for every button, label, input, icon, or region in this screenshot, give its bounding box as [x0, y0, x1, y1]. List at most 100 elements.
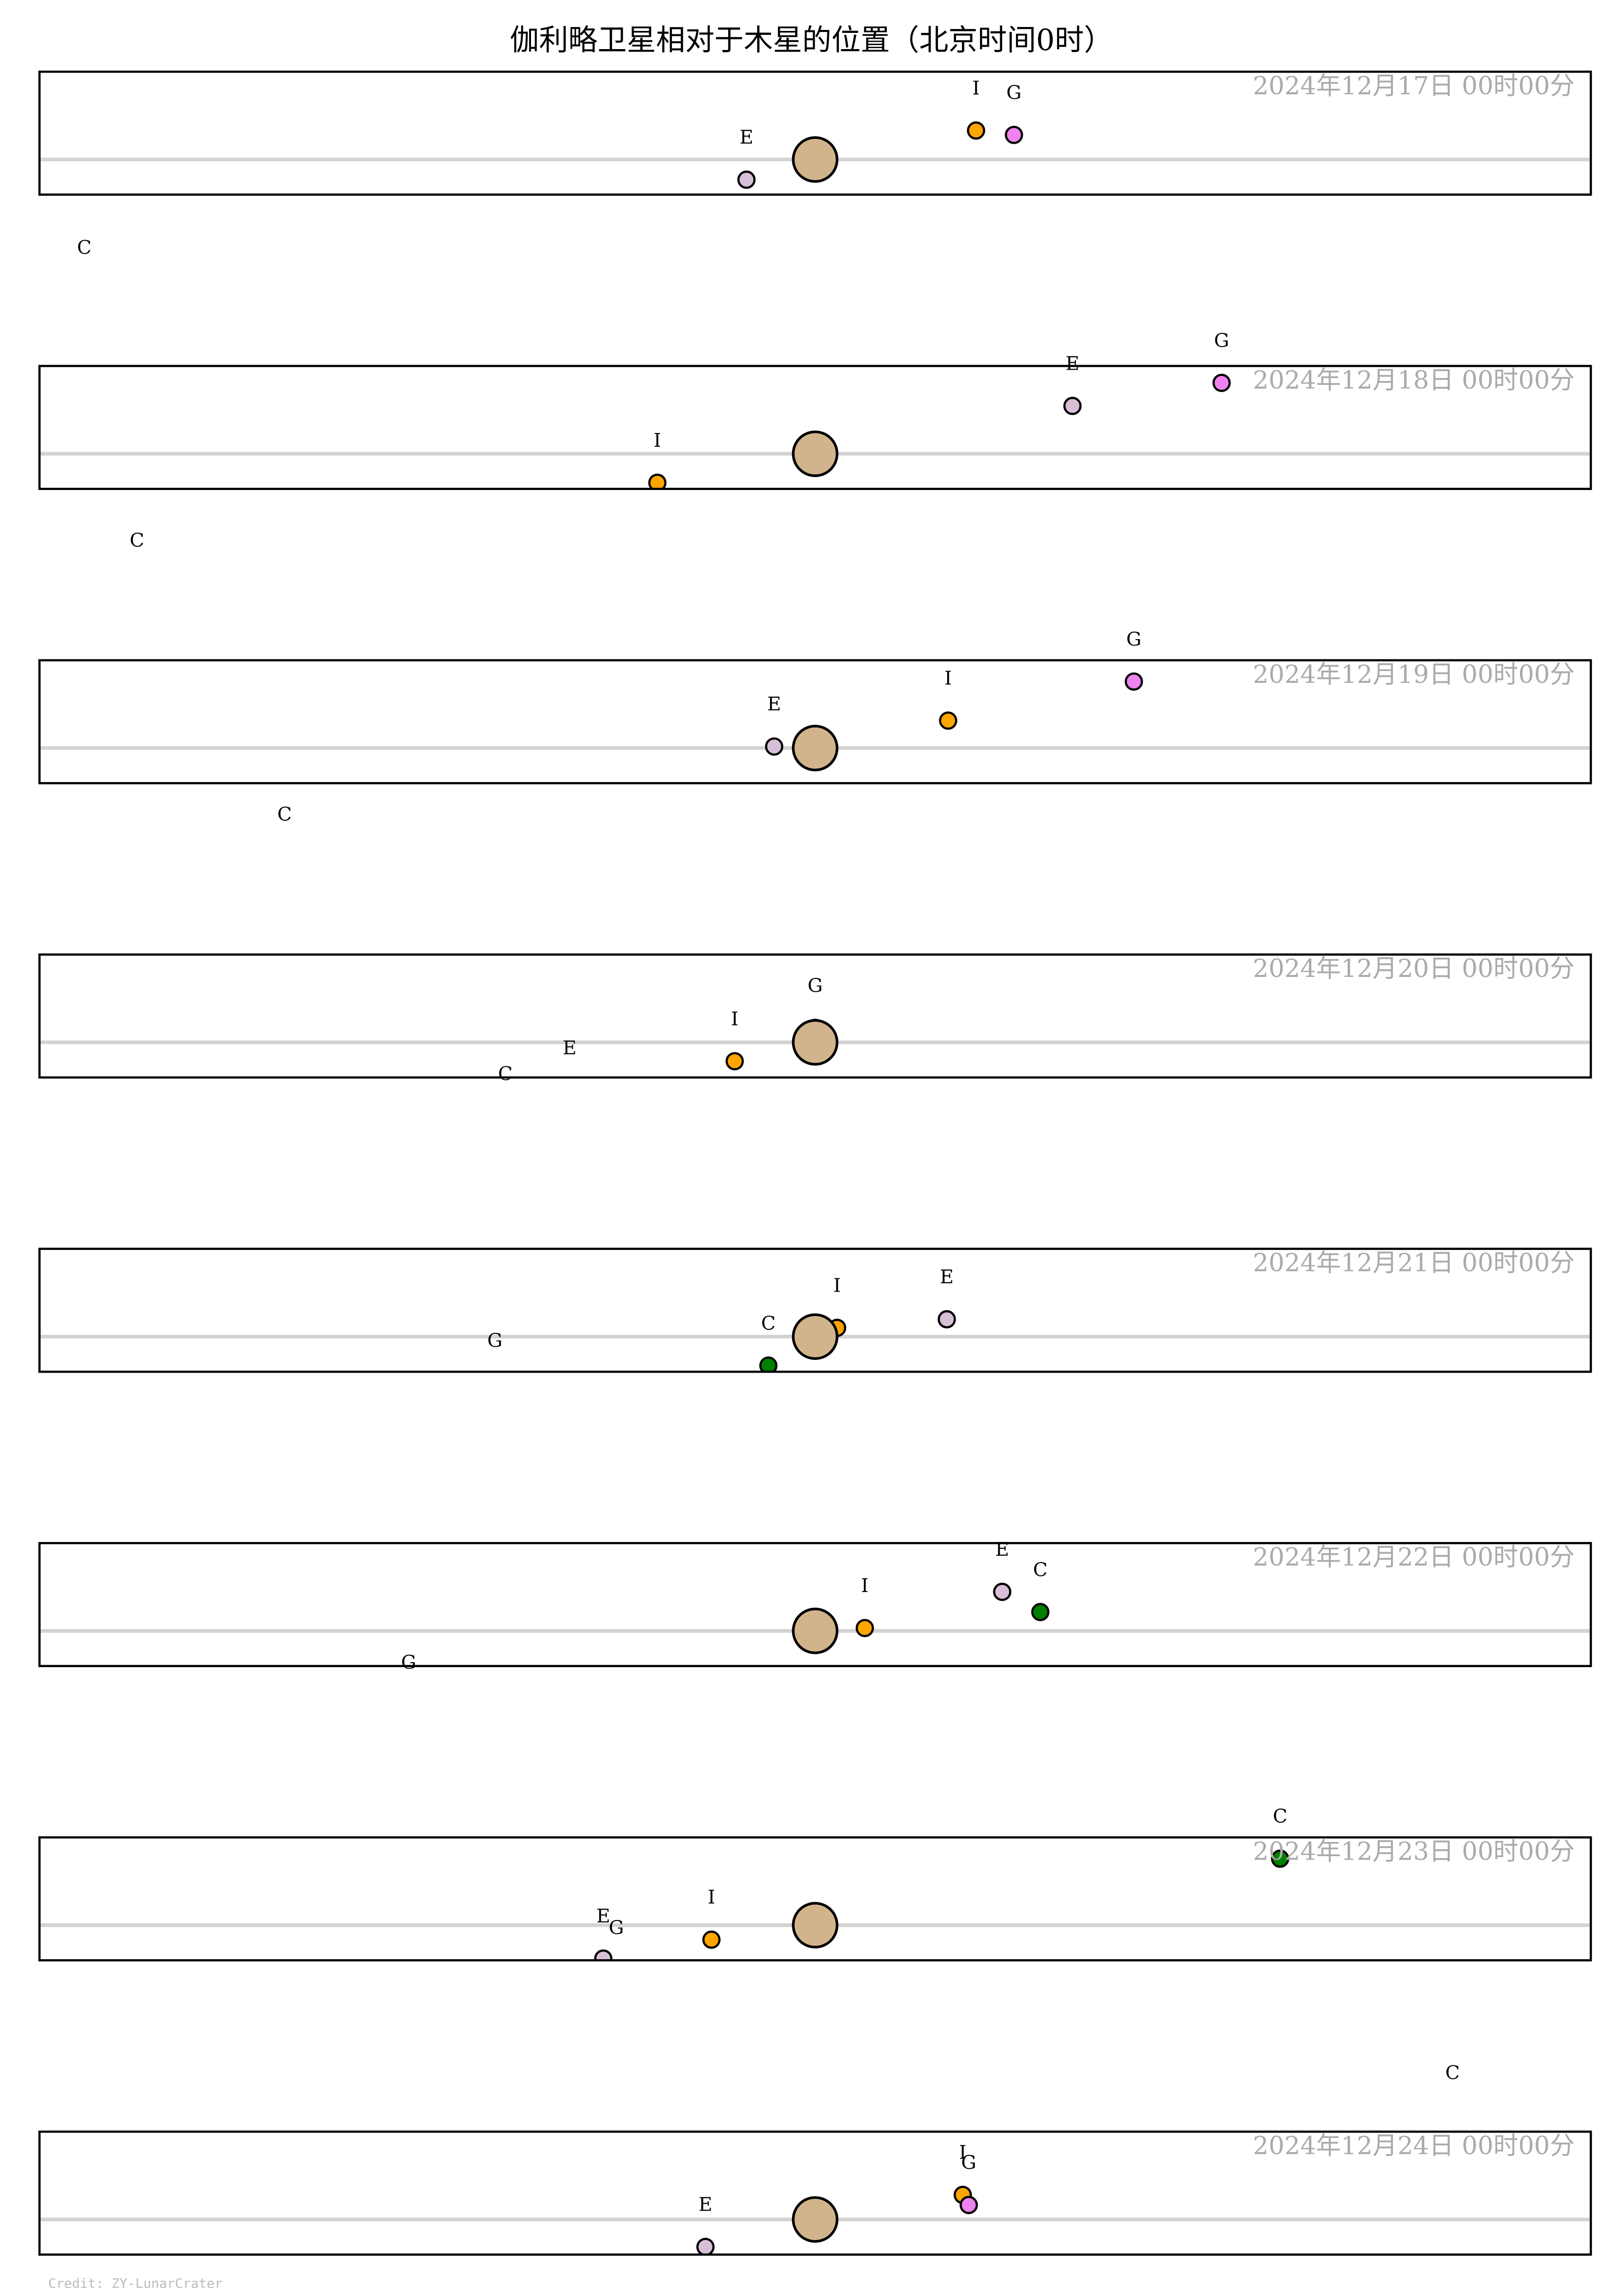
- plot-area: [39, 2107, 1591, 2255]
- planet: [792, 1313, 839, 1360]
- satellite: [1124, 672, 1143, 691]
- satellite: [609, 1962, 625, 1978]
- satellite-label: I: [654, 430, 661, 452]
- panel: I E G C 2024年12月22日 00时00分: [38, 1539, 1592, 1674]
- satellite-label: C: [77, 237, 92, 259]
- satellite-label: I: [944, 667, 952, 689]
- satellite-label: C: [498, 1063, 513, 1085]
- satellite: [937, 1310, 956, 1329]
- satellite-label: G: [807, 974, 823, 997]
- date-label: 2024年12月18日 00时00分: [1253, 365, 1575, 394]
- panel: I E G C 2024年12月20日 00时00分: [38, 953, 1592, 1124]
- plot-area: [39, 1849, 1591, 1978]
- satellite: [497, 1108, 513, 1124]
- satellite-label: I: [731, 1008, 738, 1030]
- satellite-label: G: [401, 1651, 416, 1674]
- satellite-label: G: [1214, 329, 1229, 351]
- satellite-label: G: [1007, 81, 1022, 104]
- satellite: [594, 1949, 612, 1961]
- satellite-label: G: [1126, 628, 1142, 650]
- date-label: 2024年12月20日 00时00分: [1253, 954, 1575, 983]
- satellite-label: E: [995, 1539, 1009, 1561]
- satellite-label: C: [1273, 1806, 1288, 1828]
- date-label: 2024年12月19日 00时00分: [1253, 660, 1575, 689]
- plot-area: [39, 1582, 1591, 1654]
- panel: I E G C 2024年12月17日 00时00分: [38, 70, 1592, 298]
- satellite-label: E: [698, 2194, 712, 2216]
- satellite: [696, 2238, 715, 2255]
- panel-frame: [38, 70, 1592, 196]
- satellite-label: I: [833, 1274, 841, 1297]
- satellite: [855, 1619, 874, 1638]
- satellite: [1212, 374, 1231, 392]
- plot-area: [39, 1310, 1591, 1391]
- satellite-label: C: [130, 529, 144, 551]
- panel: I E G C 2024年12月21日 00时00分: [38, 1247, 1592, 1391]
- satellite-label: G: [609, 1917, 624, 1939]
- panel: I E G C 2024年12月24日 00时00分: [38, 2062, 1592, 2256]
- satellite: [993, 1582, 1011, 1601]
- panel-frame: [38, 1247, 1592, 1373]
- satellite: [129, 574, 145, 591]
- date-label: 2024年12月24日 00时00分: [1253, 2131, 1575, 2160]
- satellite: [1005, 126, 1023, 144]
- date-label: 2024年12月23日 00时00分: [1253, 1837, 1575, 1866]
- satellite-label: E: [596, 1905, 610, 1927]
- planet: [792, 1019, 839, 1066]
- satellite-label: C: [1445, 2062, 1460, 2084]
- chart-title: 伽利略卫星相对于木星的位置（北京时间0时）: [510, 24, 1113, 57]
- satellite: [561, 1082, 578, 1098]
- date-label: 2024年12月21日 00时00分: [1253, 1248, 1575, 1277]
- panel: I EG C 2024年12月23日 00时00分: [38, 1806, 1592, 1978]
- satellite: [967, 121, 985, 140]
- satellite-label: C: [761, 1312, 776, 1334]
- panel-frame: [38, 953, 1592, 1079]
- date-label: 2024年12月22日 00时00分: [1253, 1542, 1575, 1571]
- planet: [792, 2196, 839, 2243]
- panel: I E G C 2024年12月19日 00时00分: [38, 628, 1592, 865]
- plot-area: [39, 374, 1591, 591]
- satellite-label: C: [277, 804, 292, 826]
- plot-area: [39, 1019, 1591, 1124]
- satellite-label: E: [767, 693, 781, 715]
- satellite-label: G: [961, 2152, 976, 2174]
- satellite: [939, 711, 958, 730]
- panel-frame: [38, 365, 1592, 490]
- satellite: [1031, 1603, 1050, 1621]
- satellite: [648, 473, 667, 489]
- satellite: [765, 737, 784, 756]
- planet: [792, 1607, 839, 1654]
- satellite-label: E: [740, 127, 753, 149]
- panel-frame: [38, 2131, 1592, 2256]
- planet: [792, 136, 839, 183]
- satellite: [702, 1930, 721, 1949]
- panel-frame: [38, 1542, 1592, 1667]
- satellite-label: E: [940, 1266, 954, 1288]
- satellite: [1063, 397, 1082, 415]
- panel-frame: [38, 1836, 1592, 1962]
- date-label: 2024年12月17日 00时00分: [1253, 71, 1575, 100]
- satellite: [725, 1052, 744, 1071]
- satellite: [1271, 1849, 1289, 1868]
- panel-frame: [38, 659, 1592, 784]
- planet: [792, 725, 839, 772]
- satellite: [759, 1356, 778, 1372]
- panel: I E G C 2024年12月18日 00时00分: [38, 329, 1592, 591]
- plot-area: [39, 672, 1591, 865]
- satellite-label: I: [861, 1575, 868, 1597]
- satellite: [737, 170, 756, 189]
- planet: [792, 1902, 839, 1949]
- satellite: [1444, 2107, 1461, 2123]
- satellite: [276, 849, 293, 865]
- satellite-label: I: [708, 1887, 715, 1909]
- satellite-label: E: [1065, 352, 1079, 375]
- credit: Credit: ZY-LunarCrater: [48, 2276, 222, 2292]
- satellite-label: G: [487, 1330, 503, 1352]
- satellite-label: I: [959, 2142, 966, 2164]
- planet: [792, 430, 839, 477]
- satellite: [487, 1375, 503, 1391]
- satellite-label: C: [1033, 1559, 1048, 1581]
- satellite: [76, 282, 92, 298]
